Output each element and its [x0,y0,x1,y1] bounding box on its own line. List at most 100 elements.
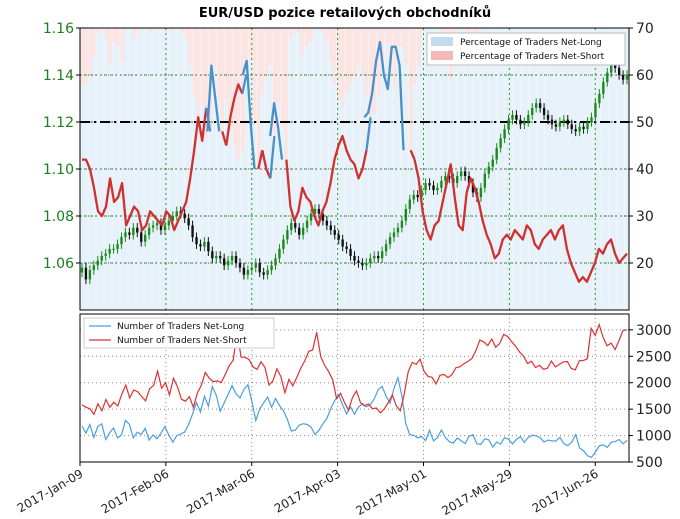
candle-body [606,72,609,83]
net-short-fill [356,28,361,66]
net-short-percentage-line [221,131,228,146]
net-long-fill [476,42,482,310]
net-short-fill [280,28,285,127]
traders-tick-label: 2500 [636,349,672,365]
candle-body [598,93,601,104]
candle-body [274,258,277,266]
bottom-legend-box [83,317,275,349]
net-long-fill [304,46,309,311]
net-long-fill [268,65,273,310]
candle-body [384,244,388,252]
net-long-fill [452,46,458,311]
candle-body [396,227,400,233]
bottom-legend: Number of Traders Net-Long Number of Tra… [83,317,275,349]
candle-body [163,225,167,231]
net-long-fill [384,42,389,310]
candle-body [282,239,285,249]
candle-body [432,185,435,191]
candle-body [92,265,96,271]
net-short-fill [352,28,357,80]
net-short-fill [392,28,397,90]
net-short-fill [276,28,281,104]
traders-tick-label: 1000 [636,429,672,445]
candle-body [207,241,210,252]
candle-body [503,129,506,139]
percentage-tick-label: 70 [636,21,654,37]
net-short-fill [404,28,409,66]
candle-body [246,270,250,275]
net-short-fill [80,28,85,85]
candle-body [250,267,253,271]
net-long-fill [604,28,610,310]
traders-tick-label: 3000 [636,323,672,339]
net-long-fill [520,28,526,310]
net-short-fill [164,28,169,33]
net-short-fill [336,28,341,99]
net-short-fill [116,28,121,47]
price-tick-label: 1.14 [43,68,74,84]
net-short-fill [288,28,293,38]
net-short-fill [344,28,349,94]
candle-body [124,232,127,238]
traders-panel-frame [79,313,630,463]
net-long-fill [464,51,470,310]
net-long-fill [188,65,193,310]
net-short-fill [236,28,241,160]
count-net-short-line [81,322,628,416]
price-panel: 1.06 1.08 1.10 1.12 1.14 1.16 20 30 40 50 60 70 Pe… [43,21,654,311]
candle-body [499,138,502,148]
date-tick-label: 2017-Jan-09 [15,466,86,515]
candle-body [448,176,451,179]
candle-body [203,241,206,247]
net-long-fill [184,42,189,310]
candle-body [467,176,471,184]
price-tick-label: 1.12 [43,115,74,131]
net-long-fill [260,93,265,310]
candle-body [88,270,92,280]
net-long-fill [244,75,249,310]
net-short-fill [244,28,249,75]
net-long-fill [368,117,373,310]
net-long-fill [276,103,281,310]
net-long-fill [96,32,101,310]
net-long-fill [180,32,185,310]
candle-body [108,248,111,254]
net-short-fill [268,28,273,66]
candle-body [424,183,427,191]
net-short-fill [308,28,313,43]
traders-tick-label: 500 [636,455,663,471]
net-short-fill [320,28,325,33]
net-short-fill [92,28,97,57]
candle-body [483,173,487,188]
candle-body [199,244,202,247]
net-long-fill [468,65,474,310]
net-short-fill [184,28,189,43]
net-short-fill [328,28,333,61]
candle-body [459,171,463,177]
price-tick-label: 1.10 [43,162,74,178]
candle-body [554,124,558,127]
net-long-fill [312,28,317,310]
price-tick-label: 1.16 [43,21,74,37]
candle-body [290,223,293,231]
net-long-fill [492,28,498,310]
candle-body [140,232,143,242]
net-long-fill [544,28,550,310]
net-short-fill [180,28,185,33]
net-long-fill [132,37,137,311]
net-short-fill [252,28,257,122]
net-short-fill [188,28,193,66]
candle-body [412,194,415,200]
net-long-fill [256,169,261,310]
net-long-fill [576,28,582,310]
net-long-fill [620,28,626,310]
net-short-fill [216,28,221,99]
candle-body [175,211,178,216]
net-short-fill [84,28,89,85]
legend-swatch-net-short [431,51,453,60]
candle-body [349,248,352,256]
candle-body [444,176,447,181]
candle-body [479,187,483,198]
net-long-fill [248,60,253,311]
